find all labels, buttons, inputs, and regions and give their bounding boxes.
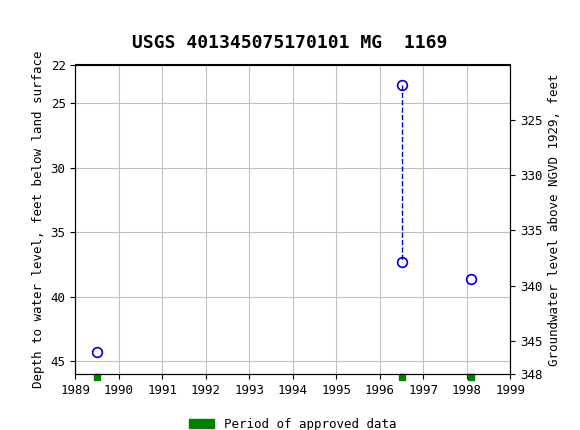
Y-axis label: Depth to water level, feet below land surface: Depth to water level, feet below land su… [32, 51, 45, 388]
Text: USGS 401345075170101 MG  1169: USGS 401345075170101 MG 1169 [132, 34, 448, 52]
Legend: Period of approved data: Period of approved data [184, 413, 401, 430]
Y-axis label: Groundwater level above NGVD 1929, feet: Groundwater level above NGVD 1929, feet [548, 73, 561, 366]
Text: ▒USGS: ▒USGS [12, 9, 66, 30]
